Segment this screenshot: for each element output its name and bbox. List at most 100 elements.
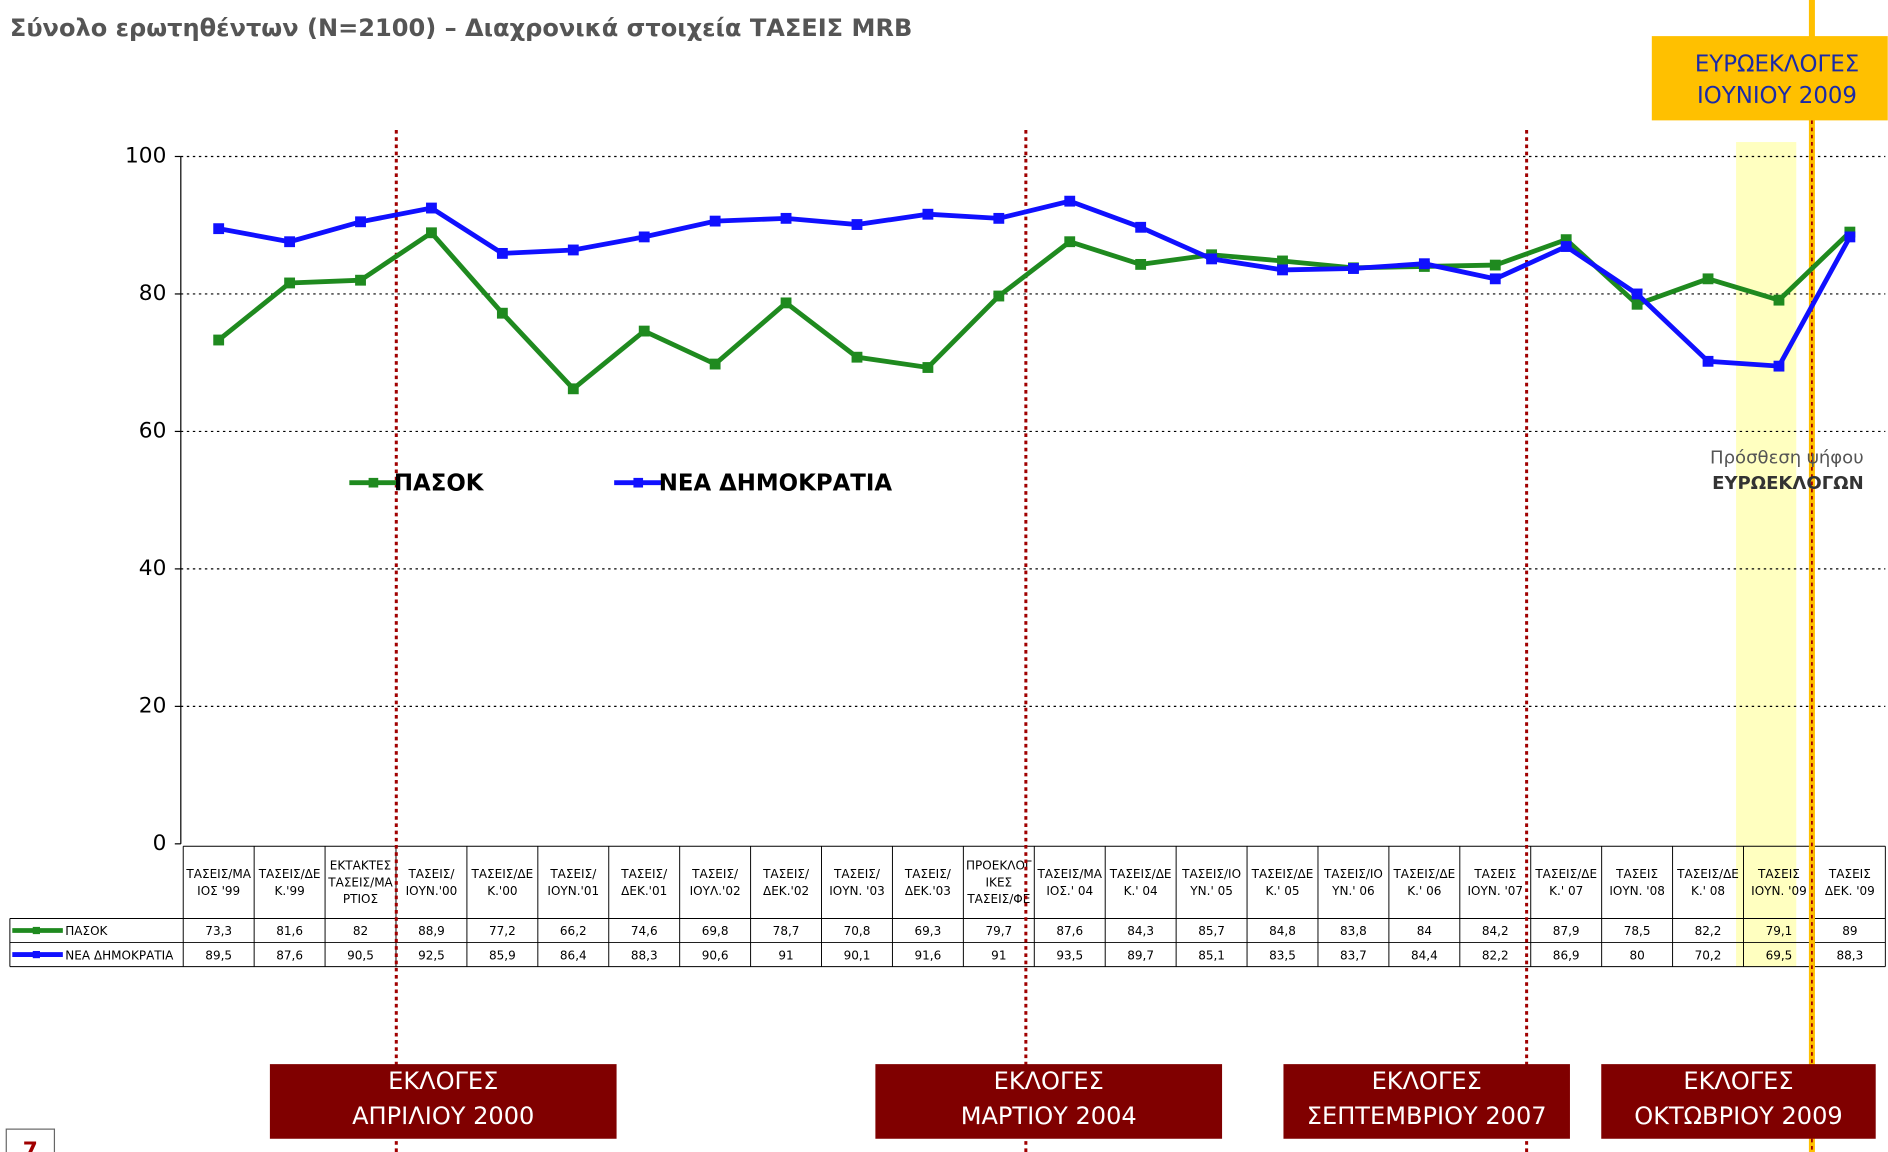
value-label: 70,8	[844, 924, 871, 938]
marker	[1631, 288, 1643, 300]
election-text: ΕΚΛΟΓΕΣ	[1372, 1067, 1482, 1095]
x-tick-label: ΤΑΣΕΙΣ/ΜΑ ΙΟΣ '99	[185, 866, 251, 897]
value-label: 83,8	[1340, 924, 1367, 938]
marker	[922, 208, 934, 220]
value-label: 87,6	[1056, 924, 1083, 938]
legend-label: ΠΑΣΟΚ	[394, 470, 485, 496]
value-label: 83,5	[1269, 948, 1296, 962]
x-tick-label: ΕΚΤΑΚΤΕΣ ΤΑΣΕΙΣ/ΜΑ ΡΤΙΟΣ	[327, 858, 393, 906]
value-label: 78,5	[1624, 924, 1651, 938]
election-box	[269, 1064, 617, 1139]
value-label: 84,8	[1269, 924, 1296, 938]
marker	[1064, 195, 1076, 207]
marker	[1773, 294, 1785, 306]
value-label: 84	[1417, 924, 1432, 938]
euro-box-text: ΕΥΡΩΕΚΛΟΓΕΣ	[1695, 52, 1859, 78]
value-label: 86,4	[560, 948, 587, 962]
x-tick-label: ΤΑΣΕΙΣ/ΙΟ ΥΝ.' 06	[1323, 866, 1383, 897]
marker	[1064, 236, 1076, 248]
value-label: 89	[1842, 924, 1857, 938]
value-label: 84,2	[1482, 924, 1509, 938]
row-label: ΝΕΑ ΔΗΜΟΚΡΑΤΙΑ	[65, 948, 174, 962]
page-number: 7	[23, 1138, 38, 1152]
value-label: 82	[353, 924, 368, 938]
y-tick-label: 60	[139, 418, 167, 443]
marker	[1489, 273, 1501, 285]
x-tick-label: ΤΑΣΕΙΣ/ΙΟΥΝ.'01	[547, 866, 599, 897]
marker	[638, 231, 650, 243]
x-tick-label: ΤΑΣΕΙΣ/ΔΕ Κ.' 06	[1392, 866, 1455, 897]
x-tick-label: ΤΑΣΕΙΣ/ΔΕΚ.'03	[904, 866, 952, 897]
value-label: 92,5	[418, 948, 445, 962]
x-tick-label: ΤΑΣΕΙΣ/ΔΕ Κ.'00	[470, 866, 533, 897]
marker	[284, 277, 296, 289]
election-text: ΜΑΡΤΙΟΥ 2004	[961, 1102, 1137, 1130]
marker	[1206, 253, 1218, 265]
value-label: 79,1	[1766, 924, 1793, 938]
x-tick-label: ΤΑΣΕΙΣ/ΜΑ ΙΟΣ.' 04	[1036, 866, 1102, 897]
value-label: 89,7	[1127, 948, 1154, 962]
value-label: 78,7	[773, 924, 800, 938]
x-tick-label: ΤΑΣΕΙΣ ΙΟΥΝ. '08	[1609, 866, 1665, 897]
series-line	[218, 198, 1852, 369]
marker	[709, 215, 721, 227]
y-tick-label: 80	[139, 281, 167, 306]
y-tick-label: 100	[125, 143, 166, 168]
value-label: 66,2	[560, 924, 587, 938]
election-text: ΣΕΠΤΕΜΒΡΙΟΥ 2007	[1307, 1102, 1547, 1130]
x-tick-label: ΤΑΣΕΙΣ/ΙΟΥΝ.'00	[406, 866, 458, 897]
value-label: 81,6	[276, 924, 303, 938]
x-tick-label: ΠΡΟΕΚΛΟΓ ΙΚΕΣ ΤΑΣΕΙΣ/ΦΕ	[966, 858, 1032, 906]
marker	[993, 212, 1005, 224]
marker	[1135, 258, 1147, 270]
election-box	[875, 1064, 1223, 1139]
value-label: 82,2	[1482, 948, 1509, 962]
marker	[1135, 221, 1147, 233]
legend-marker	[368, 477, 379, 488]
election-text: ΕΚΛΟΓΕΣ	[388, 1067, 498, 1095]
value-label: 83,7	[1340, 948, 1367, 962]
value-label: 90,6	[702, 948, 729, 962]
table-marker	[32, 950, 40, 959]
x-tick-label: ΤΑΣΕΙΣ ΔΕΚ. '09	[1825, 866, 1875, 897]
election-box	[1283, 1064, 1570, 1139]
x-tick-label: ΤΑΣΕΙΣ/ΔΕ Κ.' 04	[1109, 866, 1172, 897]
x-tick-label: ΤΑΣΕΙΣ/ΔΕ Κ.'99	[258, 866, 321, 897]
marker	[496, 307, 508, 319]
value-label: 86,9	[1553, 948, 1580, 962]
marker	[851, 351, 863, 363]
marker	[355, 274, 366, 286]
value-label: 69,3	[915, 924, 942, 938]
marker	[709, 358, 721, 370]
marker	[1560, 241, 1572, 252]
euro-note: Πρόσθεση ψήφου	[1710, 448, 1864, 469]
marker	[780, 297, 792, 309]
y-tick-label: 40	[139, 556, 167, 581]
value-label: 77,2	[489, 924, 516, 938]
value-label: 91,6	[915, 948, 942, 962]
value-label: 85,7	[1198, 924, 1225, 938]
value-label: 85,9	[489, 948, 516, 962]
value-label: 69,8	[702, 924, 729, 938]
x-tick-label: ΤΑΣΕΙΣ/ΔΕ Κ.' 07	[1534, 866, 1597, 897]
value-label: 91	[778, 948, 793, 962]
marker	[1489, 259, 1501, 271]
x-tick-label: ΤΑΣΕΙΣ/ΙΟ ΥΝ.' 05	[1181, 866, 1241, 897]
y-tick-label: 20	[139, 693, 167, 718]
marker	[1418, 258, 1430, 270]
euro-box	[1651, 36, 1888, 121]
marker	[1773, 360, 1785, 372]
value-label: 80	[1629, 948, 1644, 962]
value-label: 82,2	[1695, 924, 1722, 938]
marker	[426, 202, 437, 214]
election-text: ΑΠΡΙΛΙΟΥ 2000	[352, 1102, 534, 1130]
euro-box-text: ΙΟΥΝΙΟΥ 2009	[1697, 83, 1857, 109]
value-label: 84,4	[1411, 948, 1438, 962]
marker	[851, 219, 863, 230]
marker	[213, 334, 225, 346]
y-tick-label: 0	[153, 831, 167, 856]
value-label: 87,9	[1553, 924, 1580, 938]
marker	[213, 223, 225, 235]
election-box	[1601, 1064, 1876, 1139]
value-label: 88,9	[418, 924, 445, 938]
